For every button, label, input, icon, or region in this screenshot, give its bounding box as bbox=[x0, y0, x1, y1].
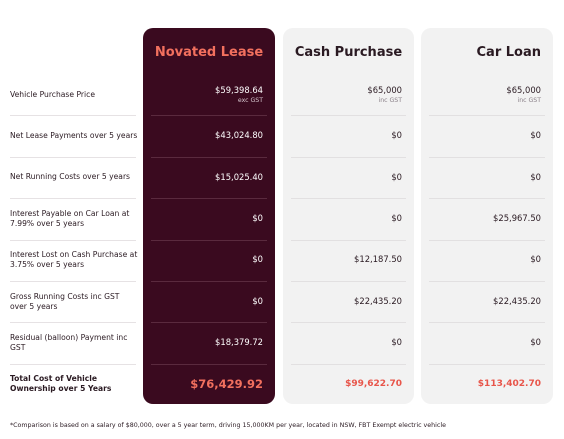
cell-value: $0 bbox=[391, 171, 402, 182]
row-label: Residual (balloon) Payment inc GST bbox=[10, 333, 128, 353]
row-divider bbox=[291, 239, 406, 241]
row-divider bbox=[10, 322, 136, 324]
row-label: Net Lease Payments over 5 years bbox=[10, 131, 138, 141]
row-divider bbox=[291, 281, 406, 282]
row-label: Vehicle Purchase Price bbox=[10, 89, 95, 99]
cell-value: $43,024.80 bbox=[215, 130, 263, 141]
row-label: Interest Lost on Cash Purchase at 3.75% … bbox=[10, 250, 138, 270]
cash-column bbox=[283, 28, 414, 404]
novated-column bbox=[143, 28, 275, 404]
row-divider bbox=[151, 115, 267, 117]
column-header: Cash Purchase bbox=[294, 45, 403, 60]
row-divider bbox=[429, 239, 545, 241]
row-divider bbox=[10, 281, 136, 282]
column-header: Novated Lease bbox=[154, 45, 264, 60]
row-divider bbox=[10, 115, 136, 117]
row-divider bbox=[151, 281, 267, 282]
row-label: Gross Running Costs inc GST over 5 years bbox=[10, 291, 120, 311]
cell-value: $0 bbox=[530, 130, 541, 141]
cell-value: $18,379.72 bbox=[215, 337, 263, 348]
cell-value: $99,622.70 bbox=[345, 378, 402, 389]
cell-value: $0 bbox=[530, 171, 541, 182]
cell-value: $113,402.70 bbox=[477, 378, 541, 389]
column-header: Car Loan bbox=[476, 45, 542, 60]
row-divider bbox=[429, 198, 545, 200]
cell-value: $0 bbox=[530, 337, 541, 348]
cell-value: $25,967.50 bbox=[493, 212, 541, 223]
cell-value: $65,000 bbox=[367, 84, 402, 95]
cell-value: $76,429.92 bbox=[190, 376, 263, 391]
row-divider bbox=[291, 363, 406, 365]
cell-value: $0 bbox=[391, 130, 402, 141]
footnote: *Comparison is based on a salary of $80,… bbox=[10, 422, 446, 429]
cell-value: $0 bbox=[252, 295, 263, 306]
loan-column bbox=[421, 28, 553, 404]
row-divider bbox=[10, 363, 136, 365]
row-divider bbox=[429, 156, 545, 158]
cell-value: $65,000 bbox=[506, 84, 541, 95]
cell-value: $12,187.50 bbox=[354, 254, 402, 265]
row-divider bbox=[151, 363, 267, 365]
row-divider bbox=[151, 239, 267, 241]
cell-value: $15,025.40 bbox=[215, 171, 263, 182]
cell-value: $0 bbox=[391, 337, 402, 348]
cell-value: $0 bbox=[252, 254, 263, 265]
cell-note: inc GST bbox=[517, 96, 541, 104]
cell-value: $22,435.20 bbox=[354, 295, 402, 306]
cell-value: $0 bbox=[530, 254, 541, 265]
cell-note: exc GST bbox=[237, 96, 263, 104]
row-divider bbox=[151, 156, 267, 158]
cell-value: $59,398.64 bbox=[215, 84, 263, 95]
row-divider bbox=[429, 115, 545, 117]
row-divider bbox=[10, 239, 136, 241]
row-divider bbox=[151, 198, 267, 200]
row-divider bbox=[10, 198, 136, 200]
row-divider bbox=[291, 198, 406, 200]
row-label: Interest Payable on Car Loan at 7.99% ov… bbox=[10, 208, 130, 228]
row-divider bbox=[10, 156, 136, 158]
cell-note: inc GST bbox=[378, 96, 402, 104]
row-label: Total Cost of Vehicle Ownership over 5 Y… bbox=[10, 374, 112, 394]
row-divider bbox=[429, 281, 545, 282]
row-divider bbox=[429, 322, 545, 324]
row-divider bbox=[291, 322, 406, 324]
row-divider bbox=[151, 322, 267, 324]
row-divider bbox=[291, 156, 406, 158]
row-label: Net Running Costs over 5 years bbox=[10, 172, 131, 182]
row-divider bbox=[291, 115, 406, 117]
cell-value: $22,435.20 bbox=[493, 295, 541, 306]
cell-value: $0 bbox=[391, 212, 402, 223]
row-divider bbox=[429, 363, 545, 365]
cell-value: $0 bbox=[252, 212, 263, 223]
